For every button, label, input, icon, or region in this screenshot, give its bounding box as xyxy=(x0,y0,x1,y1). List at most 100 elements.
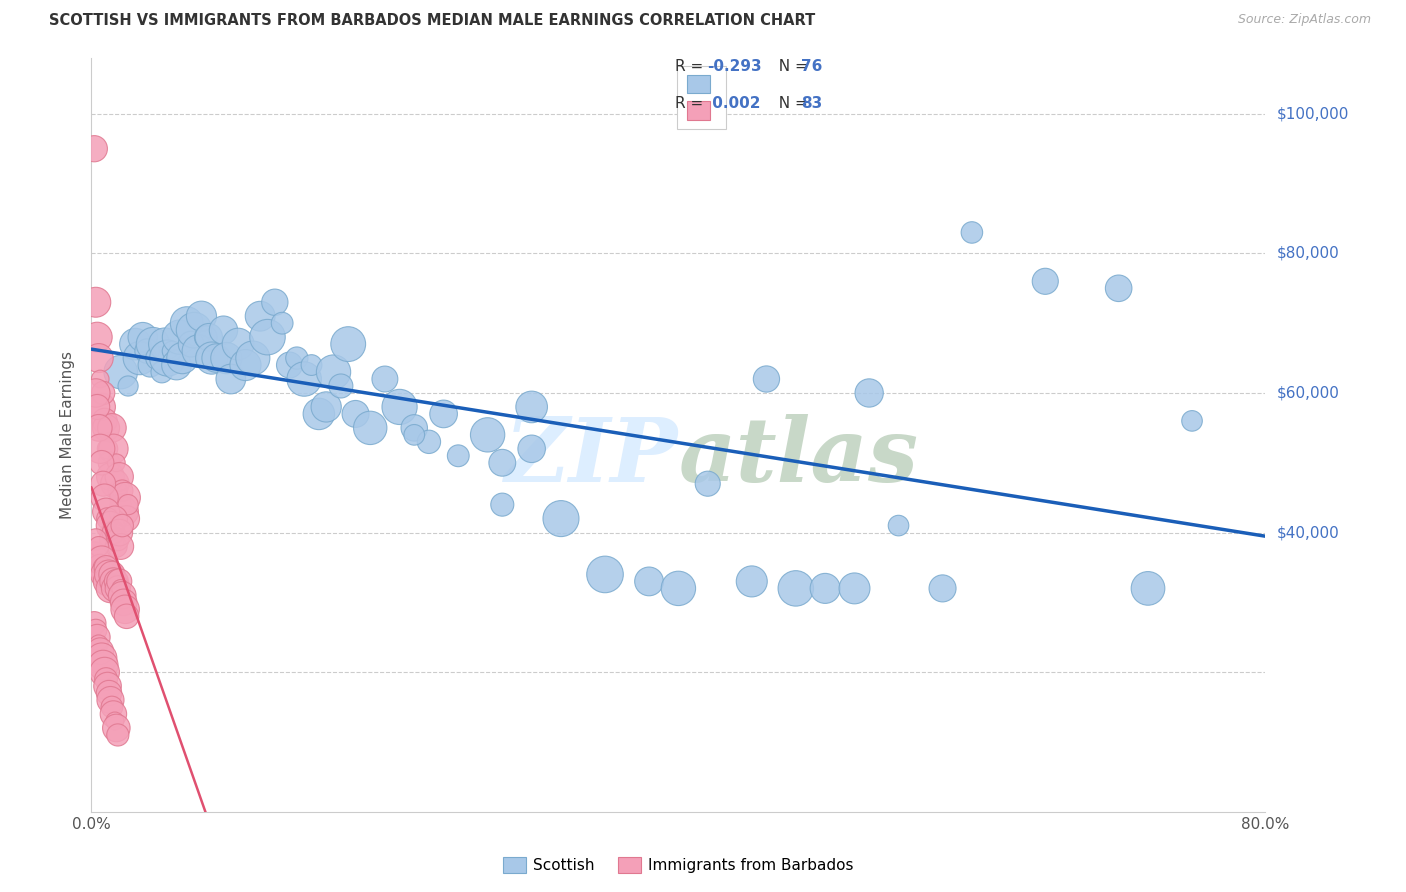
Text: 0.002: 0.002 xyxy=(707,96,761,111)
Point xyxy=(844,582,866,596)
Text: ZIP: ZIP xyxy=(505,414,678,500)
Point xyxy=(94,505,117,519)
Point xyxy=(89,644,111,658)
Point xyxy=(111,588,134,602)
Text: R =: R = xyxy=(675,59,709,73)
Point xyxy=(315,400,337,414)
Point xyxy=(115,609,138,624)
Point xyxy=(87,637,110,651)
Point xyxy=(91,386,114,401)
Point xyxy=(322,365,344,379)
Point xyxy=(89,372,111,386)
Point xyxy=(285,351,308,365)
Point xyxy=(301,358,323,372)
Point xyxy=(166,358,188,372)
Point xyxy=(235,358,257,372)
Point xyxy=(180,337,202,351)
Point xyxy=(110,582,132,596)
Point xyxy=(1033,274,1056,288)
Point xyxy=(388,400,411,414)
Point xyxy=(278,358,301,372)
Point xyxy=(90,400,112,414)
Point xyxy=(136,344,159,359)
Point xyxy=(858,386,880,401)
Point xyxy=(101,421,124,435)
Point xyxy=(84,533,107,547)
Point xyxy=(329,379,352,393)
Point xyxy=(100,582,122,596)
Point xyxy=(105,540,128,554)
Point xyxy=(741,574,763,589)
Point xyxy=(359,421,381,435)
Point xyxy=(96,679,118,693)
Point xyxy=(432,407,454,421)
Point xyxy=(520,442,543,456)
Point xyxy=(96,442,118,456)
Point xyxy=(114,602,136,616)
Point xyxy=(90,456,112,470)
Text: R =: R = xyxy=(675,96,709,111)
Point xyxy=(114,491,136,505)
Point xyxy=(176,316,198,330)
Point xyxy=(104,511,127,525)
Point xyxy=(86,553,108,567)
Point xyxy=(1181,414,1204,428)
Point xyxy=(153,337,176,351)
Point xyxy=(696,476,718,491)
Point xyxy=(86,400,108,414)
Point xyxy=(215,351,238,365)
Point xyxy=(263,295,285,310)
Text: -0.293: -0.293 xyxy=(707,59,762,73)
Point xyxy=(93,567,115,582)
Point xyxy=(83,142,105,156)
Point xyxy=(105,456,128,470)
Point xyxy=(1136,582,1159,596)
Point xyxy=(256,330,278,344)
Point xyxy=(197,330,219,344)
Point xyxy=(117,379,139,393)
Point xyxy=(337,337,360,351)
Point xyxy=(91,476,114,491)
Point xyxy=(112,505,135,519)
Point xyxy=(89,442,111,456)
Point xyxy=(108,469,131,483)
Point xyxy=(190,309,212,323)
Point xyxy=(98,456,121,470)
Point xyxy=(249,309,271,323)
Point xyxy=(142,337,165,351)
Point xyxy=(93,414,115,428)
Text: atlas: atlas xyxy=(678,414,918,500)
Point xyxy=(108,525,131,540)
Point xyxy=(404,421,426,435)
Point xyxy=(520,400,543,414)
Y-axis label: Median Male Earnings: Median Male Earnings xyxy=(60,351,76,519)
Point xyxy=(104,476,127,491)
Point xyxy=(90,651,112,665)
Point xyxy=(86,630,108,644)
Point xyxy=(418,434,440,449)
Point xyxy=(107,728,129,742)
Point xyxy=(344,407,367,421)
Point xyxy=(105,574,128,589)
Point xyxy=(94,560,117,574)
Point xyxy=(110,540,132,554)
Point xyxy=(103,574,125,589)
Point xyxy=(666,582,689,596)
Point xyxy=(115,511,138,525)
Point xyxy=(96,574,118,589)
Point xyxy=(205,351,228,365)
Point xyxy=(86,330,108,344)
Point xyxy=(83,547,105,561)
Point xyxy=(101,567,124,582)
Point xyxy=(477,428,499,442)
Point xyxy=(931,582,953,596)
Text: Source: ZipAtlas.com: Source: ZipAtlas.com xyxy=(1237,13,1371,27)
Point xyxy=(160,344,183,359)
Point xyxy=(87,540,110,554)
Text: $60,000: $60,000 xyxy=(1277,385,1340,401)
Point xyxy=(104,714,127,728)
Point xyxy=(212,323,235,337)
Text: 76: 76 xyxy=(801,59,823,73)
Point xyxy=(169,330,191,344)
Point xyxy=(84,624,107,638)
